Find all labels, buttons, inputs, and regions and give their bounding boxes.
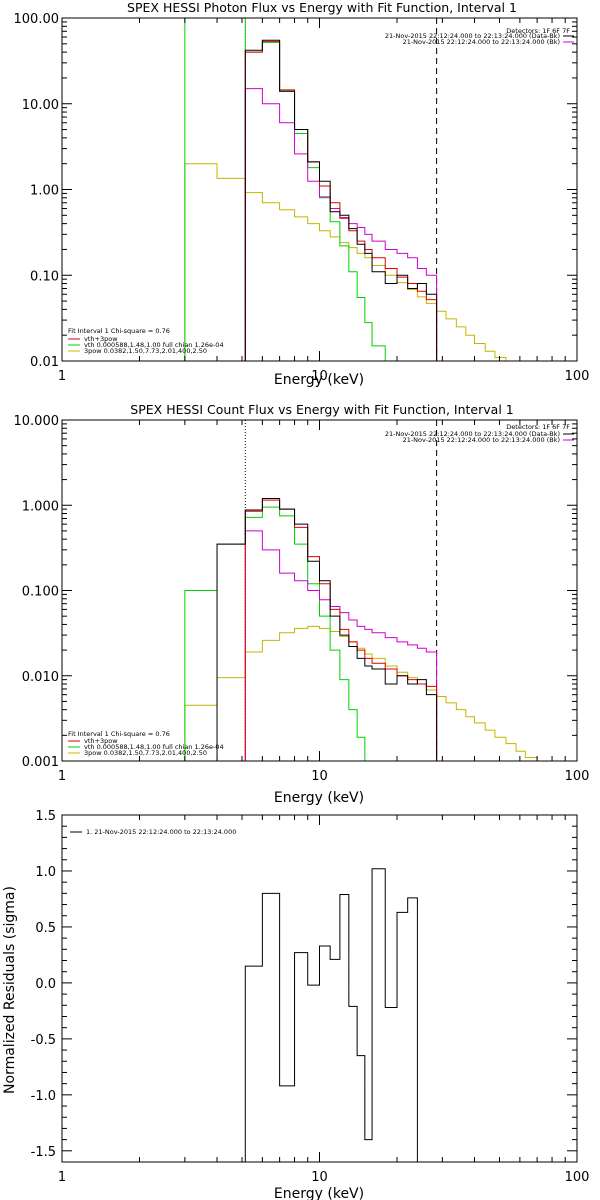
panel1-ytick-label: 100.00 xyxy=(14,12,60,27)
panel2-header-databk: 21-Nov-2015 22:12:24.000 to 22:13:24.000… xyxy=(385,430,560,438)
panel1-series-4 xyxy=(244,39,438,361)
panel3-legend: 1. 21-Nov-2015 22:12:24.000 to 22:13:24.… xyxy=(70,828,236,836)
panel2-series-2 xyxy=(244,530,438,761)
panel2-ytick-label: 1.000 xyxy=(22,499,59,514)
panel1-ytick-label: 1.00 xyxy=(30,184,59,199)
panel2-legend-item-1: vth 0.000588,1.48,1.00 full chian 1.26e-… xyxy=(84,743,224,751)
panel2-legend-title: Fit Interval 1 Chi-square = 0.76 xyxy=(68,730,170,738)
panel1-legend-item-0: vth+3pow xyxy=(84,335,118,343)
panel1-xtick-label: 10 xyxy=(311,369,328,384)
panel2-ytick-label: 0.010 xyxy=(22,670,59,685)
panel1-header-bk: 21-Nov-2015 22:12:24.000 to 22:13:24.000… xyxy=(403,38,560,46)
panel1-legend-item-1: vth 0.000588,1.48,1.00 full chian 1.26e-… xyxy=(84,341,224,349)
panel3-ytick-label: -1.5 xyxy=(31,1145,56,1160)
panel2-xlabel: Energy (keV) xyxy=(274,790,364,806)
panel2-xtick-label: 10 xyxy=(311,769,328,784)
panel3-ytick-label: 0.5 xyxy=(35,921,56,936)
panel1-ytick-label: 10.00 xyxy=(22,98,59,113)
panel2-ytick-label: 0.001 xyxy=(22,755,59,770)
panel3-ylabel: Normalized Residuals (sigma) xyxy=(2,886,18,1094)
panel2-header-bk: 21-Nov-2015 22:12:24.000 to 22:13:24.000… xyxy=(403,436,560,444)
panel1-title: SPEX HESSI Photon Flux vs Energy with Fi… xyxy=(127,0,517,15)
panel2-legend: Fit Interval 1 Chi-square = 0.76 vth+3po… xyxy=(68,730,224,757)
panel2-series-0 xyxy=(184,625,571,762)
panel2-legend-item-0: vth+3pow xyxy=(84,737,118,745)
count-flux-panel: SPEX HESSI Count Flux vs Energy with Fit… xyxy=(14,402,590,806)
panel1-legend-title: Fit Interval 1 Chi-square = 0.76 xyxy=(68,327,170,335)
panel3-ytick-label: 0.0 xyxy=(35,977,56,992)
panel1-ytick-label: 0.01 xyxy=(30,355,59,370)
panel3-xtick-label: 100 xyxy=(565,1170,590,1185)
panel1-series-0 xyxy=(184,163,526,362)
panel3-axes-frame xyxy=(61,814,578,1163)
panel1-ytick-label: 0.10 xyxy=(30,269,59,284)
panel3-series-0 xyxy=(244,868,418,1162)
panel3-ytick-label: -1.0 xyxy=(31,1089,56,1104)
panel1-xtick-label: 100 xyxy=(565,369,590,384)
panel1-xlabel: Energy (keV) xyxy=(274,372,364,388)
panel2-ytick-label: 10.000 xyxy=(14,414,60,429)
panel2-series-4 xyxy=(216,498,438,761)
panel2-ytick-label: 0.100 xyxy=(22,585,59,600)
panel1-header-databk: 21-Nov-2015 22:12:24.000 to 22:13:24.000… xyxy=(385,32,560,40)
panel2-title: SPEX HESSI Count Flux vs Energy with Fit… xyxy=(130,402,513,417)
panel3-xtick-label: 1 xyxy=(58,1170,66,1185)
panel1-series-3 xyxy=(244,41,438,361)
panel3-legend-item-0: 1. 21-Nov-2015 22:12:24.000 to 22:13:24.… xyxy=(86,828,236,836)
panel3-ytick-label: 1.0 xyxy=(35,865,56,880)
panel1-legend-item-2: 3pow 0.0382,1.50,7.73,2.01,400,2.50 xyxy=(84,347,207,355)
panel2-xtick-label: 1 xyxy=(58,769,66,784)
panel2-series-1 xyxy=(184,506,373,762)
photon-flux-panel: SPEX HESSI Photon Flux vs Energy with Fi… xyxy=(14,0,590,388)
residuals-panel: 1 10 100 -1.5 -1.0 -0.5 0.0 0.5 1.0 1.5 1. 21-Nov… xyxy=(2,809,589,1200)
panel2-xtick-label: 100 xyxy=(565,769,590,784)
panel2-legend-item-2: 3pow 0.0382,1.50,7.73,2.01,400,2.50 xyxy=(84,749,207,757)
panel1-xtick-label: 1 xyxy=(58,369,66,384)
panel3-xlabel: Energy (keV) xyxy=(274,1186,364,1200)
panel1-header-detectors: Detectors: 1F 6F 7F xyxy=(506,27,570,35)
panel1-legend: Fit Interval 1 Chi-square = 0.76 vth+3po… xyxy=(68,327,224,355)
panel3-ytick-label: 1.5 xyxy=(35,809,56,824)
panel3-xtick-label: 10 xyxy=(311,1170,328,1185)
panel1-series-2 xyxy=(244,88,438,361)
panel1-series-1 xyxy=(184,17,398,362)
panel2-header-detectors: Detectors: 1F 6F 7F xyxy=(506,423,570,431)
panel2-series-3 xyxy=(244,499,438,761)
panel3-ytick-label: -0.5 xyxy=(31,1033,56,1048)
